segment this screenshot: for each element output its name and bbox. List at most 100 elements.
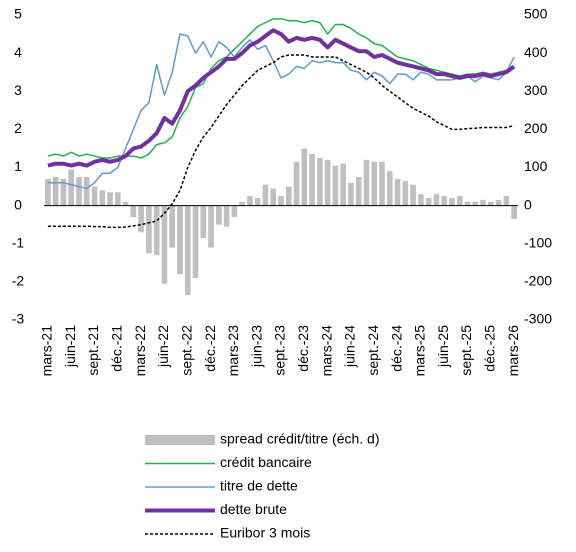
y-tick-label: 0 [14, 196, 22, 212]
x-tick-label: mars-25 [412, 325, 428, 377]
y2-tick-label: -100 [524, 234, 552, 250]
legend-label: Euribor 3 mois [220, 525, 310, 541]
bar [52, 177, 59, 206]
bar [418, 194, 424, 206]
bar [386, 171, 393, 206]
bar [223, 205, 230, 227]
y2-tick-label: 0 [524, 196, 532, 212]
bar [239, 201, 245, 206]
bar [270, 188, 277, 206]
legend-label: spread crédit/titre (éch. d) [220, 431, 380, 447]
bar [285, 186, 292, 206]
bar [332, 165, 339, 206]
x-tick-label: sept.-24 [365, 325, 381, 376]
bar [231, 205, 238, 218]
bar [208, 205, 214, 248]
y2-tick-label: 200 [524, 120, 548, 136]
x-tick-label: juin-25 [435, 325, 451, 368]
x-tick-label: juin-24 [342, 325, 358, 368]
bar [348, 182, 354, 206]
legend-label: crédit bancaire [220, 454, 312, 470]
bar [363, 159, 370, 206]
legend-swatch [145, 435, 215, 445]
x-tick-label: déc.-21 [109, 325, 125, 372]
legend-label: titre de dette [220, 478, 298, 494]
y-tick-label: 1 [14, 158, 22, 174]
x-tick-label: déc.-25 [482, 325, 498, 372]
bar [472, 201, 479, 206]
bar [309, 154, 315, 206]
x-tick-label: juin-22 [155, 325, 171, 368]
bar [138, 205, 144, 233]
bar [254, 198, 261, 206]
bar [278, 196, 284, 206]
x-tick-label: mars-21 [39, 325, 55, 377]
bar [76, 177, 82, 206]
x-tick-label: mars-22 [132, 325, 148, 377]
x-tick-label: mars-23 [225, 325, 241, 377]
bar [153, 205, 160, 256]
line [47, 18, 515, 159]
bar [146, 205, 152, 254]
y-tick-label: 5 [14, 6, 22, 22]
y-tick-label: 3 [14, 82, 22, 98]
bar [441, 196, 447, 206]
bar [503, 196, 510, 206]
x-tick-label: déc.-23 [295, 325, 311, 372]
bar [122, 201, 129, 206]
y2-tick-label: -300 [524, 311, 552, 327]
bar [340, 163, 346, 206]
y2-tick-label: 300 [524, 82, 548, 98]
x-tick-label: sept.-25 [458, 325, 474, 376]
bar [317, 157, 323, 206]
bar [68, 169, 74, 206]
legend-label: dette brute [220, 501, 287, 517]
bar [184, 205, 191, 296]
bar [433, 194, 440, 206]
bar [449, 198, 455, 206]
bar [115, 192, 121, 206]
line [47, 33, 515, 190]
bar [169, 205, 176, 248]
x-tick-label: sept.-21 [85, 325, 101, 376]
y2-tick-label: 100 [524, 158, 548, 174]
y-tick-label: 4 [14, 44, 22, 60]
bar [107, 192, 113, 206]
x-tick-label: mars-26 [505, 325, 521, 377]
line [47, 54, 515, 229]
bar [99, 190, 106, 206]
y2-tick-label: -200 [524, 273, 552, 289]
bar [293, 161, 300, 206]
bar [410, 184, 416, 206]
bar [511, 205, 517, 219]
bar [371, 161, 378, 206]
bar [495, 199, 502, 206]
x-tick-label: juin-23 [248, 325, 264, 368]
x-tick-label: déc.-24 [388, 325, 404, 372]
y-tick-label: -3 [12, 311, 25, 327]
bar [456, 196, 463, 206]
y-tick-label: 2 [14, 120, 22, 136]
bar [192, 205, 199, 279]
y-tick-label: -1 [12, 234, 25, 250]
x-tick-label: sept.-23 [272, 325, 288, 376]
line [47, 28, 516, 168]
y2-tick-label: 500 [524, 6, 548, 22]
y-tick-label: -2 [12, 273, 25, 289]
bar [91, 186, 98, 206]
bar [394, 178, 401, 206]
bar [379, 161, 385, 206]
bar [355, 177, 362, 206]
bar [480, 199, 486, 206]
bar [200, 205, 207, 239]
bar [488, 201, 494, 206]
bar [324, 159, 331, 206]
bar [130, 205, 137, 218]
bar [464, 201, 471, 206]
bar [161, 205, 168, 284]
bar [262, 184, 269, 206]
bar [402, 180, 409, 206]
x-tick-label: sept.-22 [178, 325, 194, 376]
bar [301, 148, 308, 206]
bar [45, 178, 51, 206]
